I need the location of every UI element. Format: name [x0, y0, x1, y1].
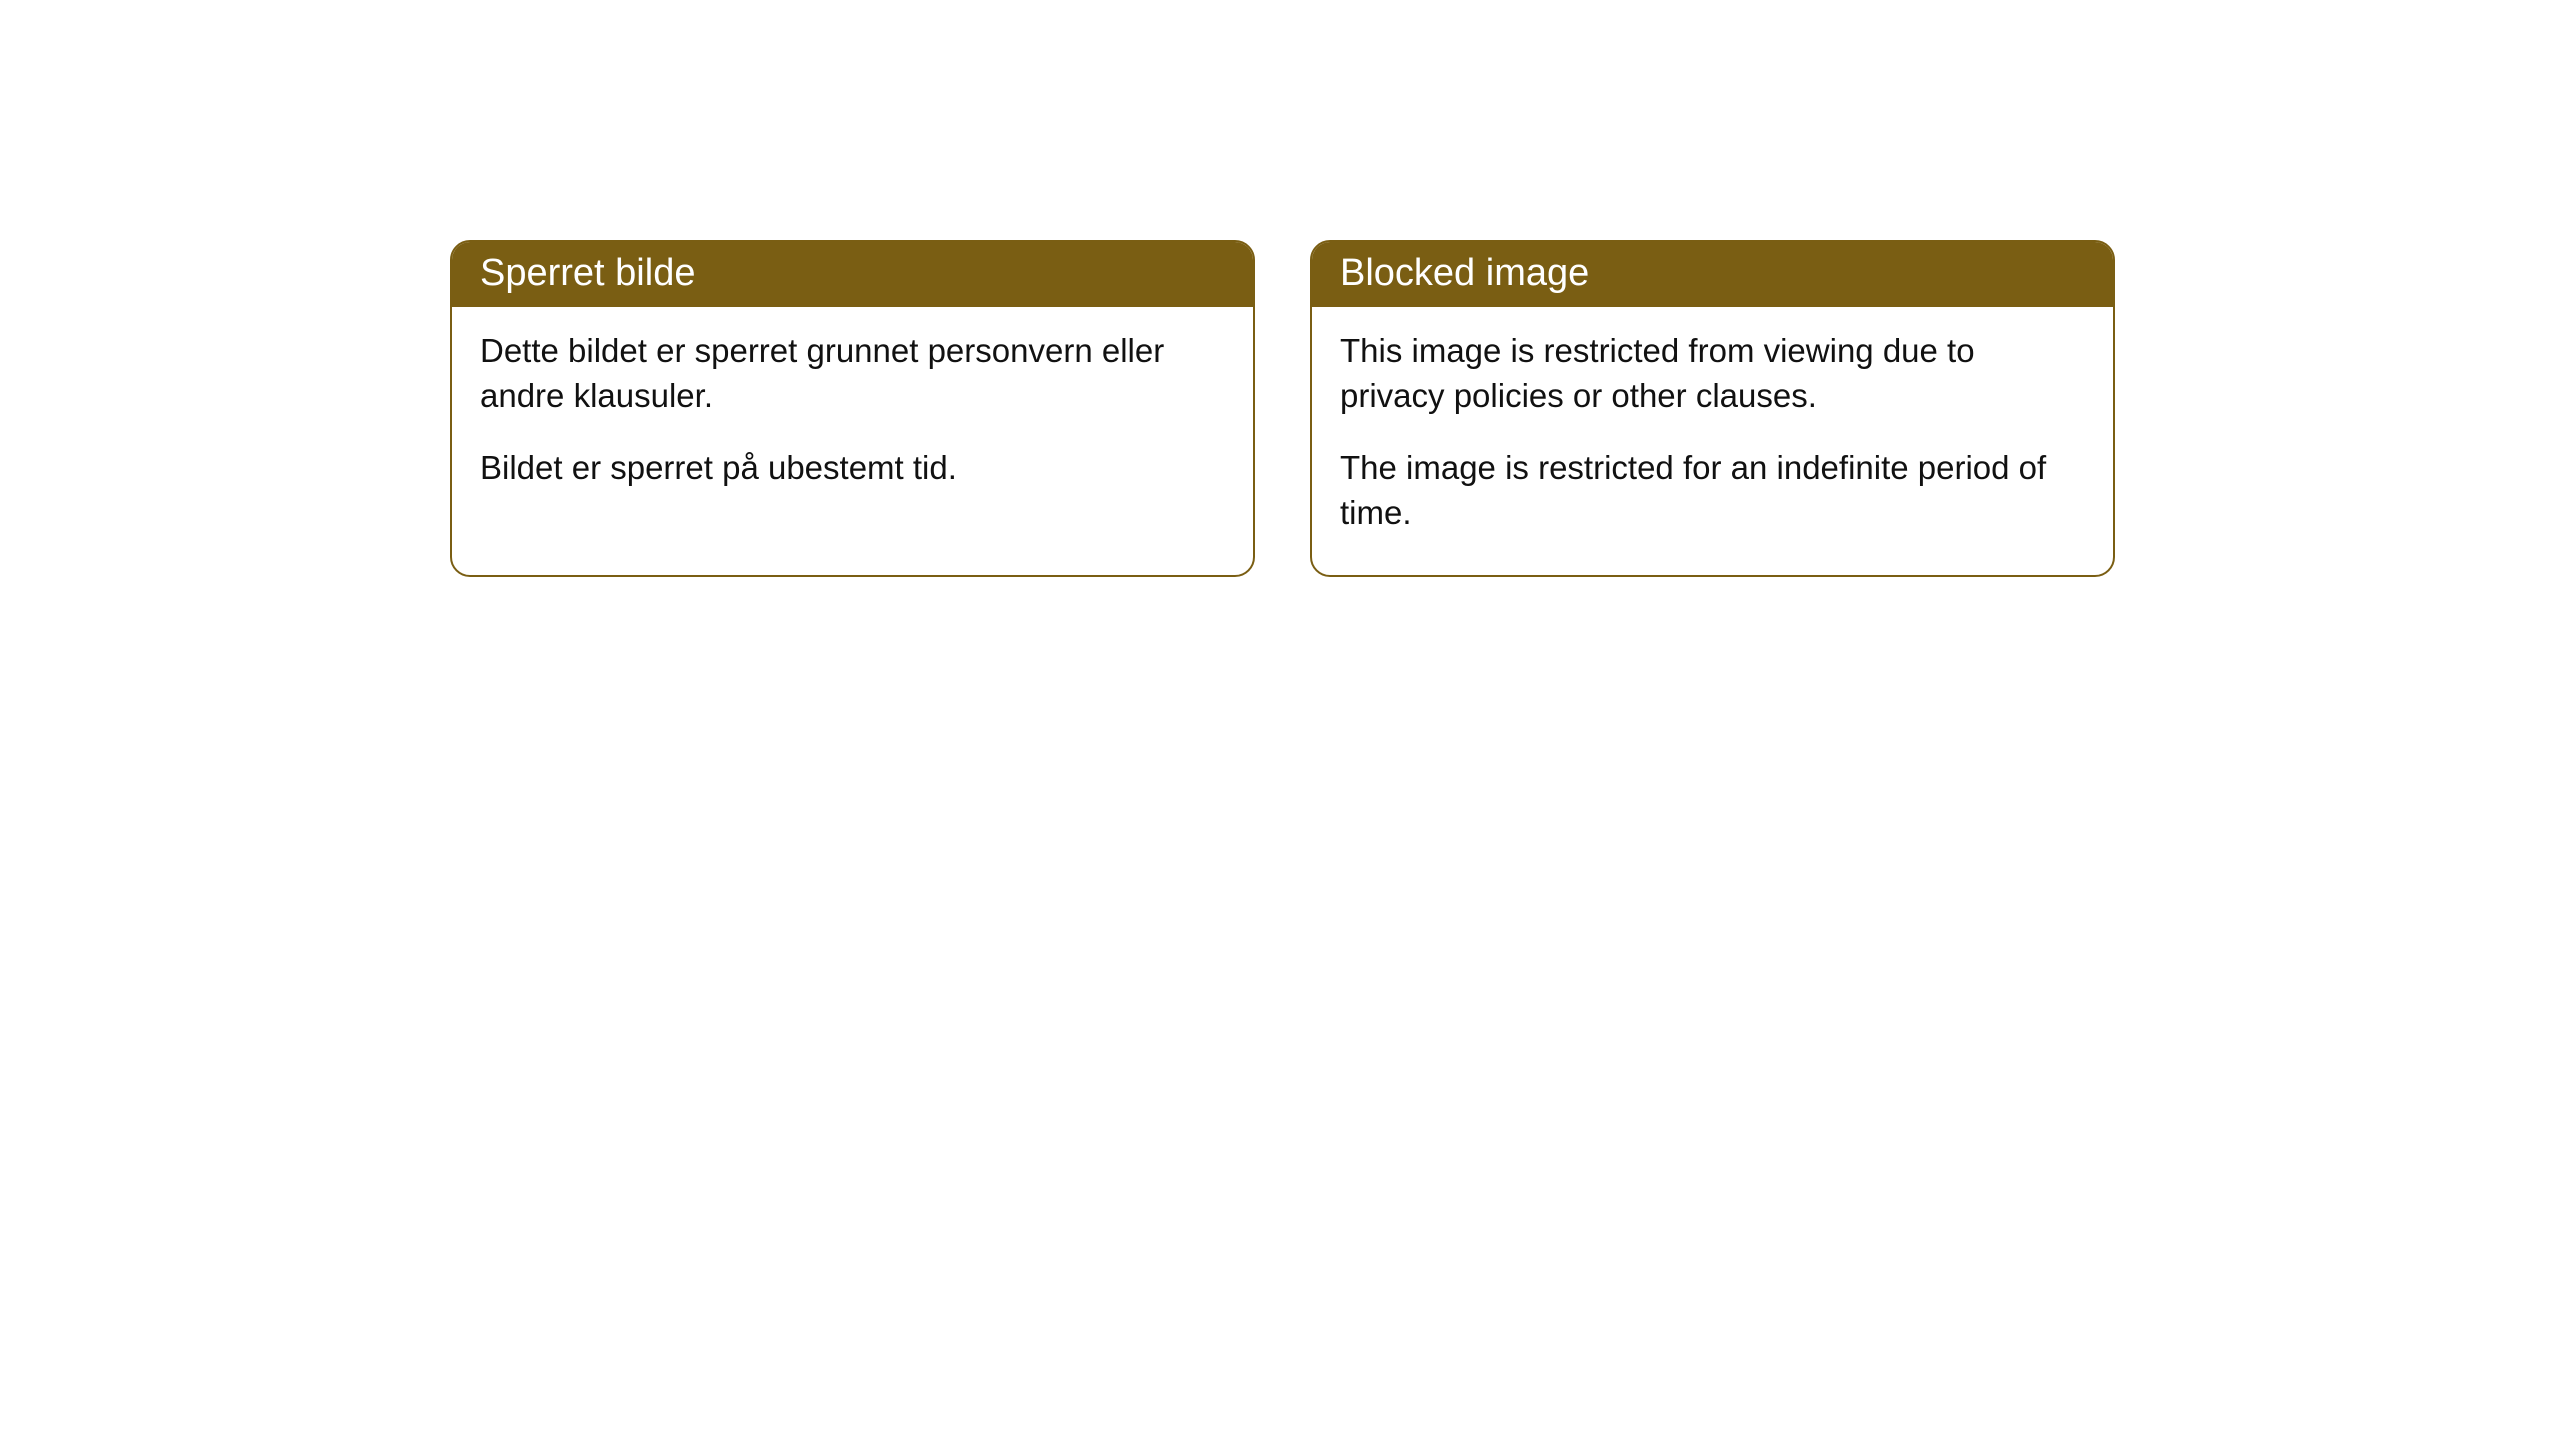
card-title: Sperret bilde — [480, 252, 695, 294]
card-header: Sperret bilde — [452, 242, 1253, 307]
card-header: Blocked image — [1312, 242, 2113, 307]
card-paragraph-2: Bildet er sperret på ubestemt tid. — [480, 446, 1225, 491]
card-paragraph-2: The image is restricted for an indefinit… — [1340, 446, 2085, 535]
card-paragraph-1: Dette bildet er sperret grunnet personve… — [480, 329, 1225, 418]
notice-container: Sperret bilde Dette bildet er sperret gr… — [450, 240, 2115, 577]
notice-card-norwegian: Sperret bilde Dette bildet er sperret gr… — [450, 240, 1255, 577]
card-title: Blocked image — [1340, 252, 1589, 294]
card-paragraph-1: This image is restricted from viewing du… — [1340, 329, 2085, 418]
card-body: Dette bildet er sperret grunnet personve… — [452, 307, 1253, 531]
card-body: This image is restricted from viewing du… — [1312, 307, 2113, 575]
notice-card-english: Blocked image This image is restricted f… — [1310, 240, 2115, 577]
